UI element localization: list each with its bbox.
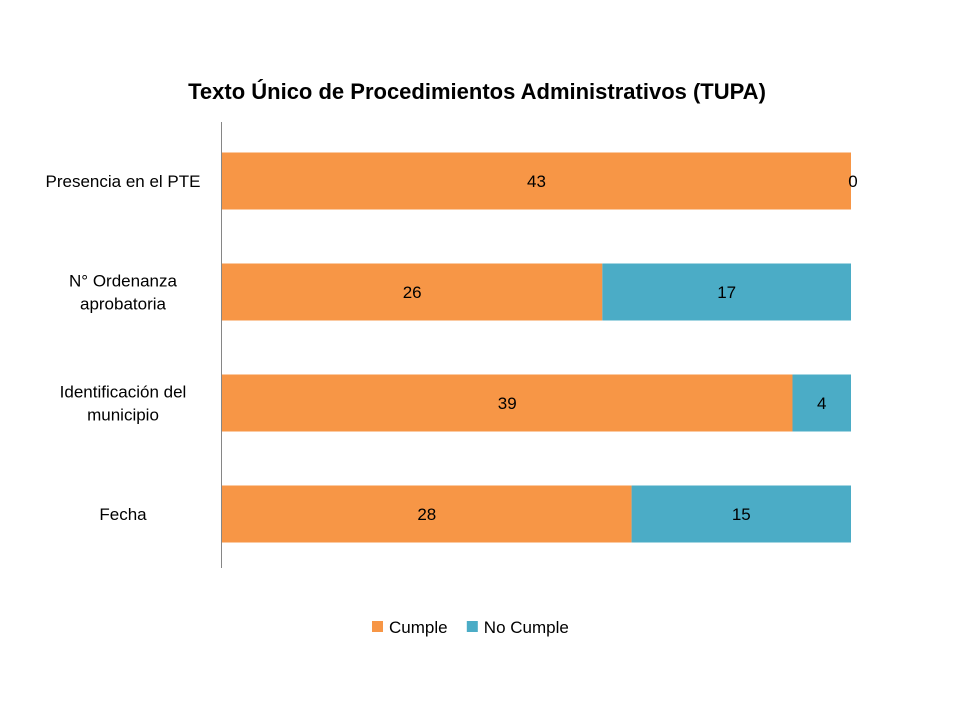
legend: Cumple No Cumple	[372, 618, 569, 637]
data-label: 0	[848, 172, 857, 191]
data-label: 15	[732, 505, 751, 524]
data-label: 28	[417, 505, 436, 524]
legend-label: No Cumple	[484, 618, 569, 637]
category-label: aprobatoria	[80, 295, 167, 314]
chart-title: Texto Único de Procedimientos Administra…	[188, 79, 766, 104]
data-label: 17	[717, 283, 736, 302]
category-label: Presencia en el PTE	[46, 172, 201, 191]
category-label: N° Ordenanza	[69, 272, 177, 291]
bar-no-cumple	[602, 263, 851, 321]
legend-label: Cumple	[389, 618, 448, 637]
category-label: municipio	[87, 406, 159, 425]
bar-cumple	[222, 374, 793, 432]
data-label: 39	[498, 394, 517, 413]
legend-swatch	[466, 621, 478, 632]
legend-swatch	[372, 621, 383, 632]
bar-cumple	[222, 485, 632, 543]
data-label: 26	[403, 283, 422, 302]
bar-no-cumple	[792, 374, 851, 432]
data-label: 43	[527, 172, 546, 191]
bar-cumple	[222, 263, 603, 321]
category-label: Fecha	[99, 505, 147, 524]
bar-cumple	[222, 152, 851, 210]
data-label: 4	[817, 394, 826, 413]
category-label: Identificación del	[60, 383, 187, 402]
bars-layer: Presencia en el PTE 43 0 N° Ordenanza aproba…	[46, 152, 858, 543]
bar-no-cumple	[631, 485, 851, 543]
